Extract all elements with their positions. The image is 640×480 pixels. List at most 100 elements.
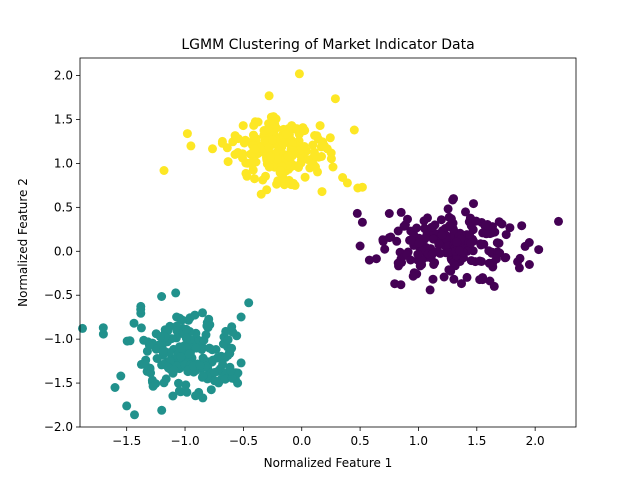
scatter-point bbox=[419, 216, 429, 226]
scatter-point bbox=[357, 182, 367, 192]
scatter-point bbox=[78, 323, 87, 333]
scatter-point bbox=[437, 230, 447, 240]
scatter-point bbox=[157, 292, 167, 301]
scatter-point bbox=[158, 346, 168, 356]
y-tick-label: 2.0 bbox=[54, 69, 73, 83]
scatter-point bbox=[250, 144, 260, 154]
scatter-point bbox=[157, 405, 167, 415]
scatter-point bbox=[155, 332, 165, 342]
x-tick-label: 0.5 bbox=[351, 434, 370, 448]
scatter-point bbox=[312, 131, 322, 141]
scatter-point bbox=[204, 343, 214, 353]
scatter-point bbox=[364, 255, 374, 265]
scatter-point bbox=[427, 222, 437, 232]
y-axis-label: Normalized Feature 2 bbox=[16, 178, 30, 307]
scatter-point bbox=[328, 162, 338, 172]
scatter-point bbox=[202, 321, 212, 331]
x-tick-label: 0.0 bbox=[292, 434, 311, 448]
scatter-point bbox=[524, 260, 534, 269]
scatter-point bbox=[253, 117, 263, 127]
scatter-point bbox=[425, 285, 435, 295]
scatter-point bbox=[408, 271, 418, 281]
scatter-point bbox=[457, 279, 466, 289]
scatter-point bbox=[294, 69, 304, 79]
scatter-point bbox=[198, 393, 208, 403]
scatter-point bbox=[434, 239, 444, 249]
scatter-point bbox=[326, 154, 336, 164]
y-tick-label: −1.0 bbox=[44, 332, 73, 346]
scatter-point bbox=[181, 333, 191, 343]
scatter-point bbox=[242, 171, 252, 181]
scatter-point bbox=[236, 312, 246, 322]
scatter-point bbox=[208, 144, 217, 154]
scatter-point bbox=[384, 209, 394, 218]
scatter-point bbox=[429, 260, 439, 269]
scatter-point bbox=[428, 274, 438, 284]
scatter-point bbox=[220, 374, 230, 384]
scatter-point bbox=[444, 265, 454, 275]
x-tick-label: 1.0 bbox=[409, 434, 428, 448]
scatter-point bbox=[289, 178, 298, 188]
scatter-point bbox=[513, 257, 523, 267]
scatter-point bbox=[264, 142, 274, 152]
scatter-point bbox=[446, 214, 456, 224]
scatter-point bbox=[517, 221, 527, 231]
scatter-point bbox=[452, 237, 462, 247]
scatter-point bbox=[110, 383, 120, 392]
y-tick-label: 0.5 bbox=[54, 200, 73, 214]
scatter-point bbox=[210, 376, 220, 386]
scatter-point bbox=[182, 387, 192, 397]
x-tick-label: 2.0 bbox=[526, 434, 545, 448]
scatter-point bbox=[217, 138, 227, 148]
scatter-point bbox=[223, 351, 233, 360]
scatter-point bbox=[206, 385, 216, 395]
scatter-point bbox=[246, 159, 256, 169]
scatter-point bbox=[262, 185, 272, 195]
scatter-point bbox=[268, 135, 277, 145]
scatter-point bbox=[208, 355, 218, 365]
scatter-point bbox=[352, 208, 362, 218]
scatter-point bbox=[129, 318, 139, 328]
scatter-point bbox=[393, 258, 403, 268]
x-axis-ticks: −1.5 −1.0 −0.5 0.0 0.5 1.0 1.5 2.0 bbox=[112, 427, 545, 448]
scatter-point bbox=[148, 381, 158, 391]
scatter-point bbox=[136, 323, 146, 333]
scatter-point bbox=[278, 138, 288, 148]
scatter-point bbox=[276, 166, 286, 175]
scatter-point bbox=[270, 120, 280, 129]
scatter-point bbox=[191, 391, 200, 401]
scatter-point bbox=[176, 352, 186, 362]
scatter-point bbox=[445, 221, 454, 231]
scatter-point bbox=[181, 380, 191, 390]
scatter-point bbox=[299, 142, 309, 151]
scatter-point bbox=[190, 310, 200, 320]
scatter-point bbox=[466, 238, 476, 248]
scatter-point bbox=[238, 149, 248, 159]
scatter-point bbox=[198, 308, 207, 318]
scatter-point bbox=[315, 121, 325, 131]
scatter-point bbox=[443, 204, 453, 214]
scatter-point bbox=[195, 361, 205, 370]
scatter-point bbox=[191, 343, 201, 353]
scatter-point bbox=[209, 368, 219, 377]
y-tick-label: −2.0 bbox=[44, 420, 73, 434]
scatter-point bbox=[98, 323, 108, 333]
scatter-point bbox=[534, 245, 544, 255]
scatter-point bbox=[471, 216, 481, 226]
scatter-point bbox=[396, 280, 406, 290]
scatter-point bbox=[462, 272, 472, 282]
x-tick-label: −1.0 bbox=[170, 434, 199, 448]
scatter-point bbox=[189, 361, 198, 371]
scatter-point bbox=[338, 173, 348, 182]
chart-title: LGMM Clustering of Market Indicator Data bbox=[181, 37, 474, 53]
scatter-point bbox=[384, 233, 394, 243]
scatter-point bbox=[465, 230, 474, 240]
scatter-point bbox=[168, 391, 178, 401]
scatter-point bbox=[261, 171, 270, 181]
scatter-point bbox=[272, 179, 282, 189]
scatter-point bbox=[505, 223, 515, 233]
scatter-point bbox=[174, 378, 183, 388]
scatter-point bbox=[146, 368, 156, 378]
y-tick-label: 1.0 bbox=[54, 156, 73, 170]
